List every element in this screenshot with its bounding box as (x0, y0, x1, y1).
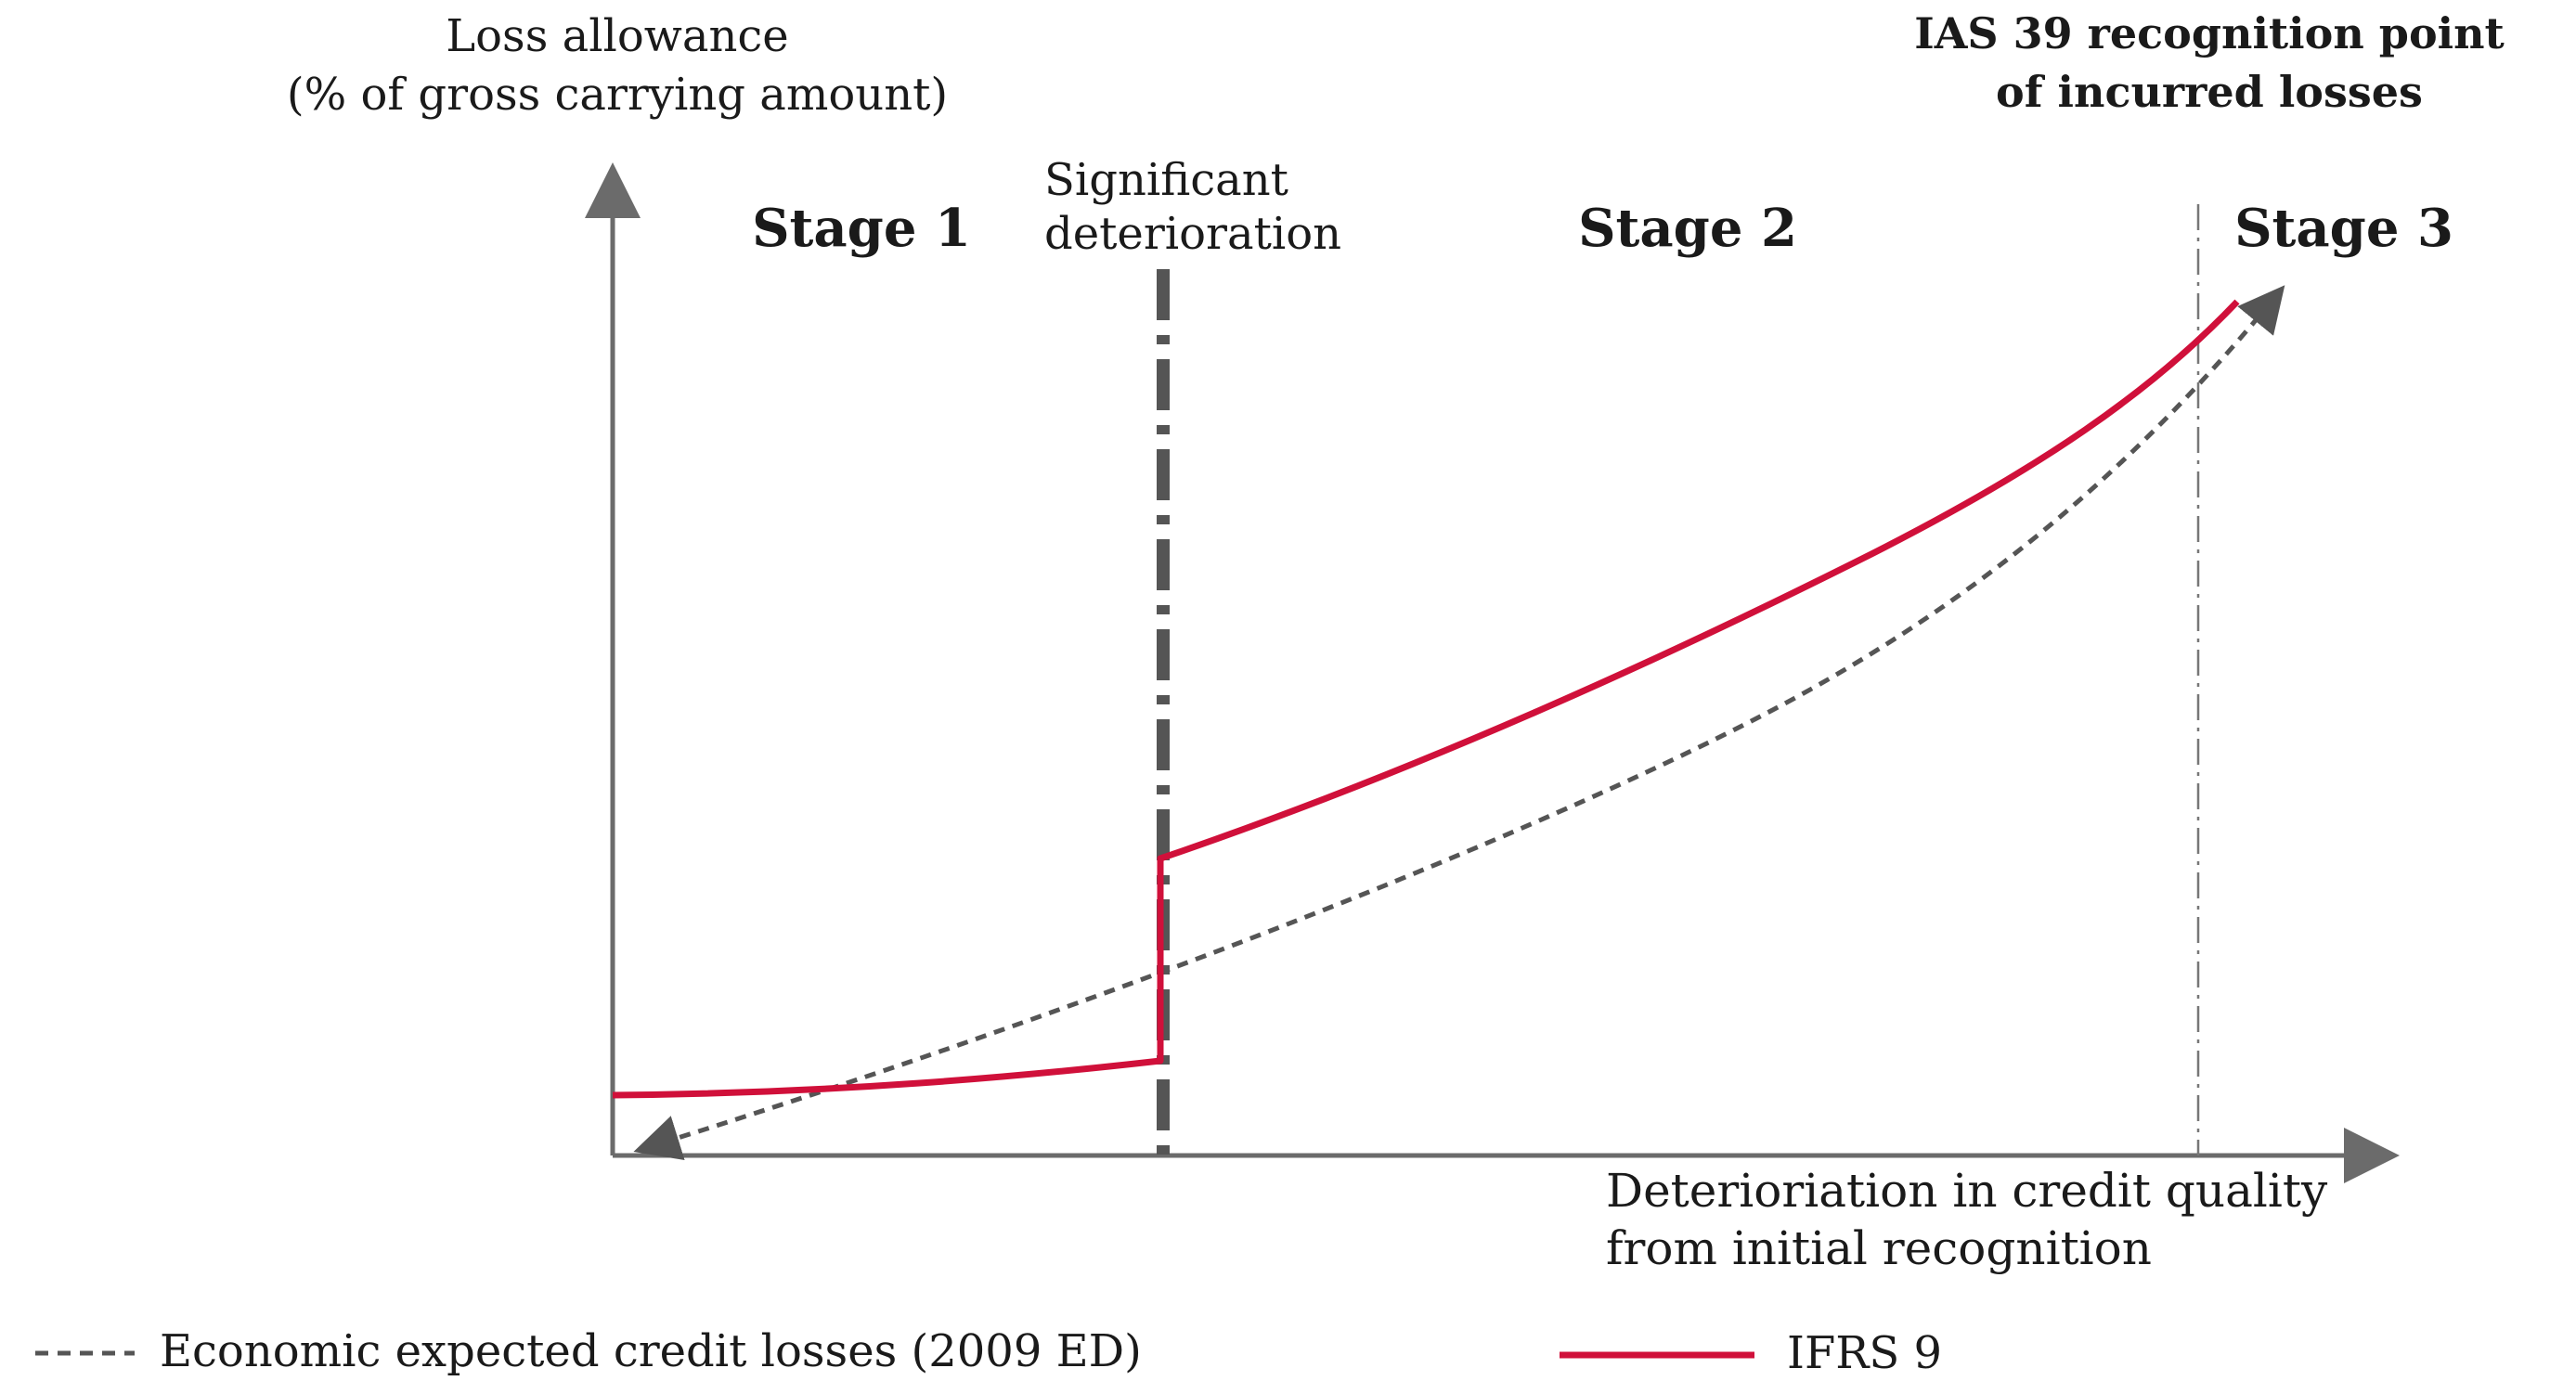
stage1-label: Stage 1 (752, 198, 971, 259)
significant-deterioration-label-line1: Significant (1044, 154, 1288, 206)
x-axis-label-line1: Deterioriation in credit quality (1606, 1164, 2328, 1218)
stage2-label: Stage 2 (1578, 198, 1797, 259)
significant-deterioration-label-line2: deterioration (1044, 208, 1341, 260)
stage3-label: Stage 3 (2234, 198, 2453, 259)
ias39-label-line2: of incurred losses (1996, 67, 2423, 117)
economic-ecl-curve (633, 285, 2285, 1160)
y-axis-label-line1: Loss allowance (446, 10, 788, 62)
x-axis-label-line2: from initial recognition (1606, 1221, 2152, 1275)
y-axis-label-line2: (% of gross carrying amount) (287, 69, 948, 121)
ias39-label-line1: IAS 39 recognition point (1914, 8, 2505, 58)
ifrs9-curve (612, 299, 2240, 1099)
legend-ifrs9-label: IFRS 9 (1787, 1327, 1942, 1379)
legend-economic-label: Economic expected credit losses (2009 ED… (160, 1325, 1142, 1377)
